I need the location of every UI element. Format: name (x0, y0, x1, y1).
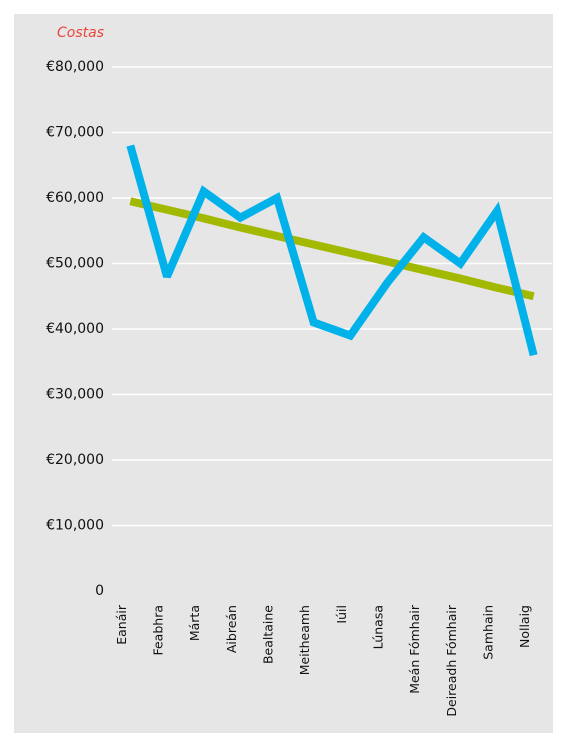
y-tick-label: €10,000 (46, 518, 104, 534)
y-tick-label: €40,000 (46, 321, 104, 337)
x-tick-label: Samhain (481, 605, 496, 660)
chart-title: Costas (57, 25, 104, 41)
y-tick-label: €60,000 (46, 190, 104, 206)
y-tick-label: €80,000 (46, 59, 104, 75)
x-tick-label: Eanáir (114, 604, 129, 645)
x-tick-label: Feabhra (151, 605, 166, 656)
x-tick-label: Meán Fómhair (407, 604, 422, 694)
chart-background (14, 14, 553, 733)
y-tick-label: €50,000 (46, 256, 104, 272)
y-tick-label: €20,000 (46, 452, 104, 468)
x-tick-label: Bealtaine (261, 605, 276, 664)
series-line (129, 197, 535, 301)
y-tick-label: 0 (95, 583, 104, 599)
series-line (126, 144, 538, 357)
x-tick-label: Meitheamh (297, 605, 312, 675)
x-tick-label: Iúil (334, 605, 349, 624)
y-tick-label: €30,000 (46, 387, 104, 403)
x-tick-label: Deireadh Fómhair (444, 604, 459, 716)
x-tick-label: Aibreán (224, 605, 239, 653)
x-tick-label: Lúnasa (371, 605, 386, 649)
x-tick-label: Nollaig (517, 605, 532, 648)
y-tick-label: €70,000 (46, 125, 104, 141)
x-tick-label: Márta (187, 605, 202, 641)
